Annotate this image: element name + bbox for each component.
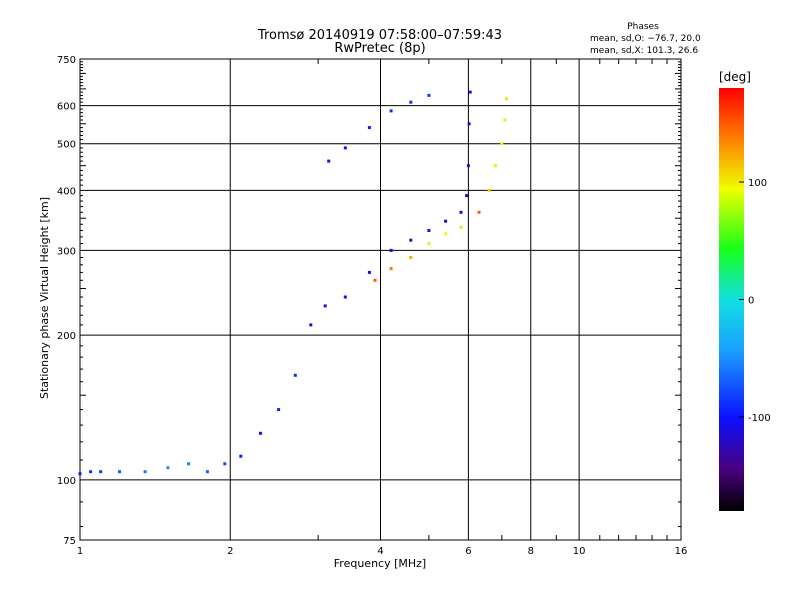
oblique-echo-point: [427, 93, 431, 97]
phase-heading: Phases: [627, 22, 659, 32]
o-mode-point: [89, 470, 93, 474]
phase-stats: Phases mean, sd,O: −76.7, 20.0 mean, sd,…: [590, 21, 701, 57]
colorbar-ticks: 100 0 -100: [739, 178, 771, 424]
y-axis-label: Stationary phase Virtual Height [km]: [38, 197, 51, 399]
chart-subtitle: RwPretec (8p): [334, 41, 426, 56]
o-mode-point: [465, 194, 469, 198]
o-mode-point: [444, 219, 448, 223]
oblique-echo-point: [327, 159, 331, 163]
o-mode-point: [205, 470, 209, 474]
o-mode-point: [78, 472, 82, 476]
oblique-echo-point: [343, 146, 347, 150]
y-tick-label: 200: [57, 331, 76, 342]
o-mode-point: [427, 229, 431, 232]
x-mode-point: [500, 142, 504, 146]
chart-title: Tromsø 20140919 07:58:00–07:59:43: [257, 28, 503, 43]
o-mode-point: [277, 408, 281, 412]
y-tick-label: 750: [57, 55, 76, 66]
o-mode-point: [323, 304, 327, 308]
colorbar-tick-label: 0: [748, 296, 754, 307]
x-mode-point: [459, 225, 463, 229]
o-mode-point: [467, 122, 471, 126]
o-mode-point: [118, 470, 121, 474]
o-mode-point: [166, 466, 170, 470]
y-tick-label: 400: [57, 186, 76, 197]
o-mode-point: [389, 248, 393, 252]
x-tick-label: 1: [77, 546, 83, 557]
x-mode-point: [477, 210, 481, 214]
x-tick-label: 10: [573, 546, 586, 557]
x-tick-label: 6: [465, 546, 471, 557]
x-mode-point: [409, 256, 413, 259]
o-mode-point: [143, 470, 147, 474]
x-mode-point: [487, 188, 491, 192]
phase-o-stats: mean, sd,O: −76.7, 20.0: [590, 34, 701, 44]
x-mode-point: [494, 164, 497, 168]
colorbar-tick-label: 100: [748, 178, 767, 189]
x-mode-point: [503, 118, 507, 122]
x-tick-label: 16: [675, 546, 688, 557]
y-tick-label: 300: [57, 246, 76, 257]
oblique-echo-point: [409, 100, 413, 104]
o-mode-point: [259, 431, 262, 435]
y-tick-label: 75: [63, 536, 76, 547]
y-tick-label: 600: [57, 102, 76, 113]
o-mode-point: [293, 373, 297, 377]
x-tick-label: 8: [528, 546, 534, 557]
x-mode-point: [389, 267, 393, 271]
o-mode-point: [309, 323, 313, 327]
x-mode-point: [427, 242, 431, 246]
colorbar-label: [deg]: [719, 70, 751, 84]
phase-x-stats: mean, sd,X: 101.3, 26.6: [590, 46, 699, 56]
o-mode-point: [468, 90, 472, 94]
o-mode-point: [343, 295, 347, 299]
o-mode-point: [239, 454, 243, 458]
y-tick-label: 500: [57, 140, 76, 151]
x-tick-label: 4: [377, 546, 383, 557]
o-mode-point: [99, 470, 103, 474]
x-tick-label: 2: [227, 546, 233, 557]
o-mode-point: [223, 462, 227, 466]
x-mode-point: [373, 278, 377, 282]
o-mode-point: [187, 462, 191, 466]
x-mode-point: [504, 97, 508, 101]
y-tick-label: 100: [57, 476, 76, 487]
o-mode-point: [367, 270, 371, 274]
o-mode-point: [466, 164, 470, 168]
x-axis-label: Frequency [MHz]: [334, 557, 426, 570]
x-mode-point: [444, 232, 448, 236]
o-mode-point: [459, 210, 463, 214]
axis-ticks: 1 2 4 6 8 10 16 75 100 200 300 400 500 600 750: [57, 55, 687, 557]
o-mode-point: [409, 238, 413, 242]
oblique-echo-point: [389, 109, 393, 113]
colorbar-tick-label: -100: [748, 413, 771, 424]
grid-lines: [80, 59, 681, 540]
oblique-echo-point: [367, 126, 371, 130]
traces: [78, 90, 508, 476]
